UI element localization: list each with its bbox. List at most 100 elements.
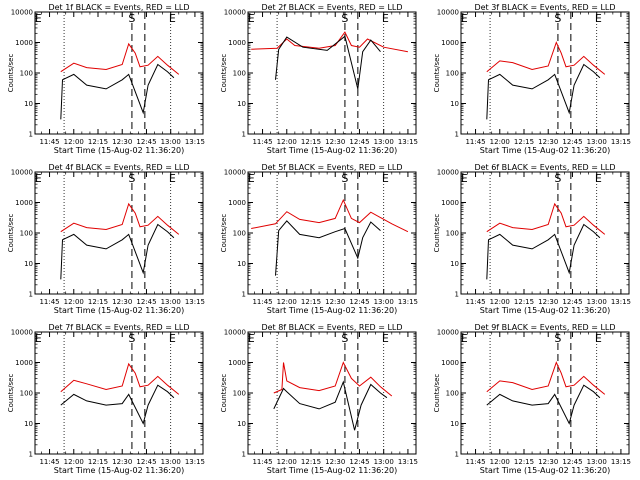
annotation-e: E [595, 172, 602, 185]
x-tick-label: 12:45 [136, 138, 156, 146]
x-tick-label: 13:00 [161, 298, 181, 306]
x-axis-title: Start Time (15-Aug-02 11:36:20) [267, 466, 398, 475]
y-tick-label: 1000 [441, 199, 459, 207]
annotation-e: E [595, 332, 602, 345]
x-tick-label: 13:00 [161, 458, 181, 466]
axis-box [247, 331, 417, 455]
y-tick-label: 1 [242, 131, 246, 139]
x-axis-title: Start Time (15-Aug-02 11:36:20) [267, 146, 398, 155]
y-tick-label: 1000 [15, 199, 33, 207]
x-axis-title: Start Time (15-Aug-02 11:36:20) [480, 466, 611, 475]
annotation-e: E [595, 12, 602, 25]
x-tick-label: 11:45 [465, 458, 485, 466]
x-tick-label: 12:00 [490, 298, 510, 306]
y-tick-label: 100 [20, 390, 33, 398]
annotation-e: E [248, 12, 255, 25]
x-tick-label: 13:15 [611, 458, 631, 466]
panel-title: Det 8f BLACK = Events, RED = LLD [261, 323, 402, 332]
y-tick-label: 1 [29, 291, 33, 299]
x-tick-label: 13:15 [185, 458, 205, 466]
y-tick-label: 1000 [441, 359, 459, 367]
y-tick-label: 10 [450, 100, 459, 108]
annotation-e: E [461, 332, 468, 345]
x-tick-label: 12:30 [538, 458, 558, 466]
y-axis-title: Counts/sec [7, 214, 15, 253]
annotation-s: S [128, 332, 135, 345]
series-red-line [273, 361, 393, 397]
annotation-e: E [169, 172, 176, 185]
series-black-line [60, 223, 175, 280]
x-tick-label: 11:45 [252, 298, 272, 306]
x-tick-label: 12:00 [490, 458, 510, 466]
y-tick-label: 10 [24, 420, 33, 428]
x-tick-label: 12:15 [301, 138, 321, 146]
axis-box [247, 11, 417, 135]
y-tick-label: 10 [24, 100, 33, 108]
x-tick-label: 12:45 [136, 458, 156, 466]
panel-6: 1 10 100 1000 10000 11:45 12:00 12:15 12:30 12:45… [433, 163, 631, 315]
x-tick-label: 12:00 [64, 138, 84, 146]
x-tick-label: 12:30 [538, 298, 558, 306]
y-tick-label: 10 [237, 260, 246, 268]
panel-3: 1 10 100 1000 10000 11:45 12:00 12:15 12:30 12:45… [433, 3, 631, 155]
y-axis-title: Counts/sec [220, 374, 228, 413]
y-tick-label: 10000 [11, 9, 33, 17]
annotation-s: S [554, 12, 561, 25]
series-black-line [60, 63, 175, 120]
x-tick-label: 13:00 [161, 138, 181, 146]
y-tick-label: 10000 [437, 9, 459, 17]
y-tick-label: 1000 [15, 359, 33, 367]
y-tick-label: 10000 [11, 329, 33, 337]
x-tick-label: 11:45 [252, 458, 272, 466]
annotation-e: E [461, 172, 468, 185]
x-tick-label: 12:00 [64, 458, 84, 466]
y-tick-label: 1 [455, 131, 459, 139]
y-tick-label: 100 [233, 230, 246, 238]
y-tick-label: 100 [446, 230, 459, 238]
x-tick-label: 12:45 [349, 138, 369, 146]
y-axis-title: Counts/sec [433, 374, 441, 413]
y-axis-title: Counts/sec [220, 54, 228, 93]
x-tick-label: 12:15 [301, 298, 321, 306]
y-axis-title: Counts/sec [433, 54, 441, 93]
series-red-line [60, 362, 180, 395]
y-tick-label: 1 [455, 451, 459, 459]
series-red-line [60, 42, 180, 75]
x-tick-label: 12:30 [112, 138, 132, 146]
y-tick-label: 1000 [15, 39, 33, 47]
y-tick-label: 100 [233, 390, 246, 398]
x-tick-label: 13:00 [374, 458, 394, 466]
y-axis-title: Counts/sec [7, 54, 15, 93]
series-black-line [275, 35, 381, 90]
x-tick-label: 11:45 [39, 138, 59, 146]
x-axis-title: Start Time (15-Aug-02 11:36:20) [54, 466, 185, 475]
annotation-e: E [382, 332, 389, 345]
series-red-line [251, 198, 409, 233]
x-tick-label: 11:45 [465, 298, 485, 306]
panel-title: Det 9f BLACK = Events, RED = LLD [474, 323, 615, 332]
x-tick-label: 12:00 [490, 138, 510, 146]
panel-title: Det 7f BLACK = Events, RED = LLD [48, 323, 189, 332]
x-tick-label: 12:00 [277, 138, 297, 146]
x-tick-label: 12:00 [64, 298, 84, 306]
x-tick-label: 13:00 [587, 138, 607, 146]
panel-title: Det 3f BLACK = Events, RED = LLD [474, 3, 615, 12]
x-tick-label: 13:15 [398, 298, 418, 306]
x-tick-label: 12:15 [301, 458, 321, 466]
x-tick-label: 13:15 [611, 298, 631, 306]
annotation-s: S [128, 12, 135, 25]
x-tick-label: 12:45 [136, 298, 156, 306]
x-tick-label: 12:30 [538, 138, 558, 146]
panel-8: 1 10 100 1000 10000 11:45 12:00 12:15 12:30 12:45… [220, 323, 418, 475]
x-tick-label: 12:15 [514, 138, 534, 146]
series-black-line [486, 223, 601, 280]
panel-9: 1 10 100 1000 10000 11:45 12:00 12:15 12:30 12:45… [433, 323, 631, 475]
x-tick-label: 12:30 [112, 458, 132, 466]
panel-1: 1 10 100 1000 10000 11:45 12:00 12:15 12:30 12:45… [7, 3, 205, 155]
annotation-e: E [248, 332, 255, 345]
x-tick-label: 12:15 [88, 298, 108, 306]
panel-title: Det 6f BLACK = Events, RED = LLD [474, 163, 615, 172]
x-tick-label: 13:15 [185, 138, 205, 146]
y-tick-label: 10000 [224, 169, 246, 177]
x-tick-label: 13:00 [587, 458, 607, 466]
